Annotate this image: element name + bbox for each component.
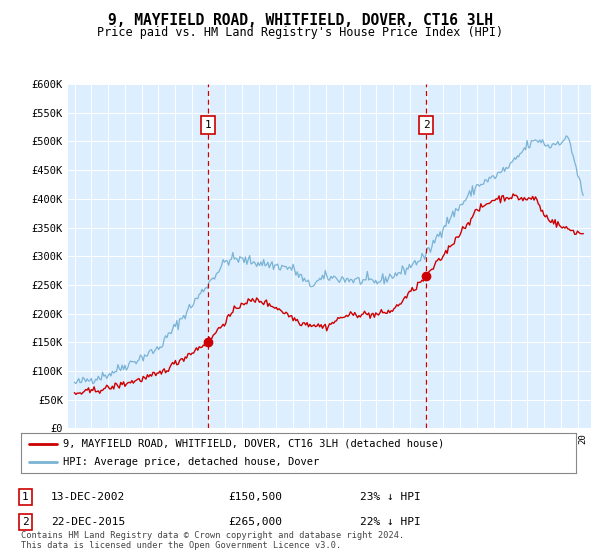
Text: Contains HM Land Registry data © Crown copyright and database right 2024.
This d: Contains HM Land Registry data © Crown c… bbox=[21, 530, 404, 550]
Text: 9, MAYFIELD ROAD, WHITFIELD, DOVER, CT16 3LH (detached house): 9, MAYFIELD ROAD, WHITFIELD, DOVER, CT16… bbox=[62, 439, 444, 449]
Text: 22-DEC-2015: 22-DEC-2015 bbox=[51, 517, 125, 527]
Text: 2: 2 bbox=[22, 517, 29, 527]
Text: 9, MAYFIELD ROAD, WHITFIELD, DOVER, CT16 3LH: 9, MAYFIELD ROAD, WHITFIELD, DOVER, CT16… bbox=[107, 13, 493, 29]
Text: £265,000: £265,000 bbox=[228, 517, 282, 527]
Text: 22% ↓ HPI: 22% ↓ HPI bbox=[360, 517, 421, 527]
Text: 13-DEC-2002: 13-DEC-2002 bbox=[51, 492, 125, 502]
Text: 2: 2 bbox=[423, 120, 430, 130]
Text: £150,500: £150,500 bbox=[228, 492, 282, 502]
Text: 1: 1 bbox=[205, 120, 211, 130]
Text: Price paid vs. HM Land Registry's House Price Index (HPI): Price paid vs. HM Land Registry's House … bbox=[97, 26, 503, 39]
Text: HPI: Average price, detached house, Dover: HPI: Average price, detached house, Dove… bbox=[62, 458, 319, 467]
Text: 1: 1 bbox=[22, 492, 29, 502]
Text: 23% ↓ HPI: 23% ↓ HPI bbox=[360, 492, 421, 502]
